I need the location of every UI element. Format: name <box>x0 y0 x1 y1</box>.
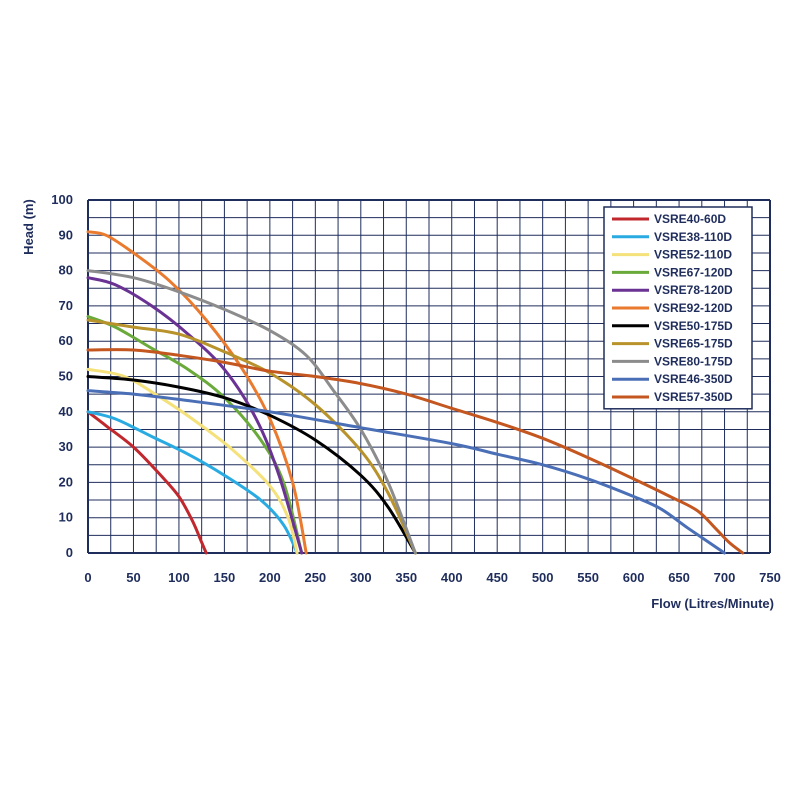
legend-label: VSRE80-175D <box>654 354 733 368</box>
x-tick-label: 250 <box>304 570 326 585</box>
x-tick-label: 650 <box>668 570 690 585</box>
y-tick-label: 100 <box>51 192 73 207</box>
x-axis-title: Flow (Litres/Minute) <box>651 596 774 611</box>
legend-label: VSRE57-350D <box>654 390 733 404</box>
series-line-vsre52-110d <box>86 367 299 555</box>
legend-label: VSRE92-120D <box>654 301 733 315</box>
series-line-vsre80-175d <box>86 269 417 555</box>
series-curves <box>86 230 745 555</box>
legend-label: VSRE46-350D <box>654 372 733 386</box>
x-tick-label: 200 <box>259 570 281 585</box>
x-tick-label: 450 <box>486 570 508 585</box>
legend-label: VSRE67-120D <box>654 265 733 279</box>
legend-label: VSRE38-110D <box>654 230 732 244</box>
legend-label: VSRE40-60D <box>654 212 726 226</box>
y-tick-label: 50 <box>59 369 73 384</box>
y-tick-label: 10 <box>59 510 73 525</box>
y-tick-label: 90 <box>59 227 73 242</box>
y-tick-label: 20 <box>59 474 73 489</box>
series-line-vsre57-350d <box>86 348 745 555</box>
x-tick-label: 500 <box>532 570 554 585</box>
series-line-vsre40-60d <box>86 410 208 555</box>
x-tick-label: 400 <box>441 570 463 585</box>
series-line-vsre50-175d <box>86 375 417 555</box>
series-line-vsre67-120d <box>86 315 304 555</box>
x-tick-label: 150 <box>214 570 236 585</box>
y-tick-label: 0 <box>66 545 73 560</box>
legend-label: VSRE50-175D <box>654 319 733 333</box>
y-tick-label: 60 <box>59 333 73 348</box>
legend-label: VSRE65-175D <box>654 337 733 351</box>
y-axis-ticks: 0 10 20 30 40 50 60 70 80 90 100 <box>51 192 73 560</box>
legend: VSRE40-60D VSRE38-110D VSRE52-110D VSRE67-1… <box>603 206 753 410</box>
legend-label: VSRE78-120D <box>654 283 733 297</box>
y-axis-title: Head (m) <box>21 199 36 255</box>
legend-label: VSRE52-110D <box>654 248 732 262</box>
series-line-vsre65-175d <box>86 318 417 555</box>
y-tick-label: 70 <box>59 298 73 313</box>
x-tick-label: 100 <box>168 570 190 585</box>
x-tick-label: 750 <box>759 570 781 585</box>
y-tick-label: 40 <box>59 404 73 419</box>
series-line-vsre78-120d <box>86 276 304 555</box>
x-tick-label: 50 <box>126 570 140 585</box>
y-tick-label: 80 <box>59 263 73 278</box>
series-line-vsre92-120d <box>86 230 308 555</box>
x-tick-label: 550 <box>577 570 599 585</box>
y-tick-label: 30 <box>59 439 73 454</box>
x-tick-label: 300 <box>350 570 372 585</box>
series-line-vsre46-350d <box>86 389 726 555</box>
x-tick-label: 600 <box>623 570 645 585</box>
x-tick-label: 700 <box>714 570 736 585</box>
x-tick-label: 350 <box>395 570 417 585</box>
x-tick-label: 0 <box>84 570 91 585</box>
series-line-vsre38-110d <box>86 410 299 555</box>
x-axis-ticks: 0 50 100 150 200 250 300 350 400 450 500 550 600 650 7… <box>84 570 780 585</box>
